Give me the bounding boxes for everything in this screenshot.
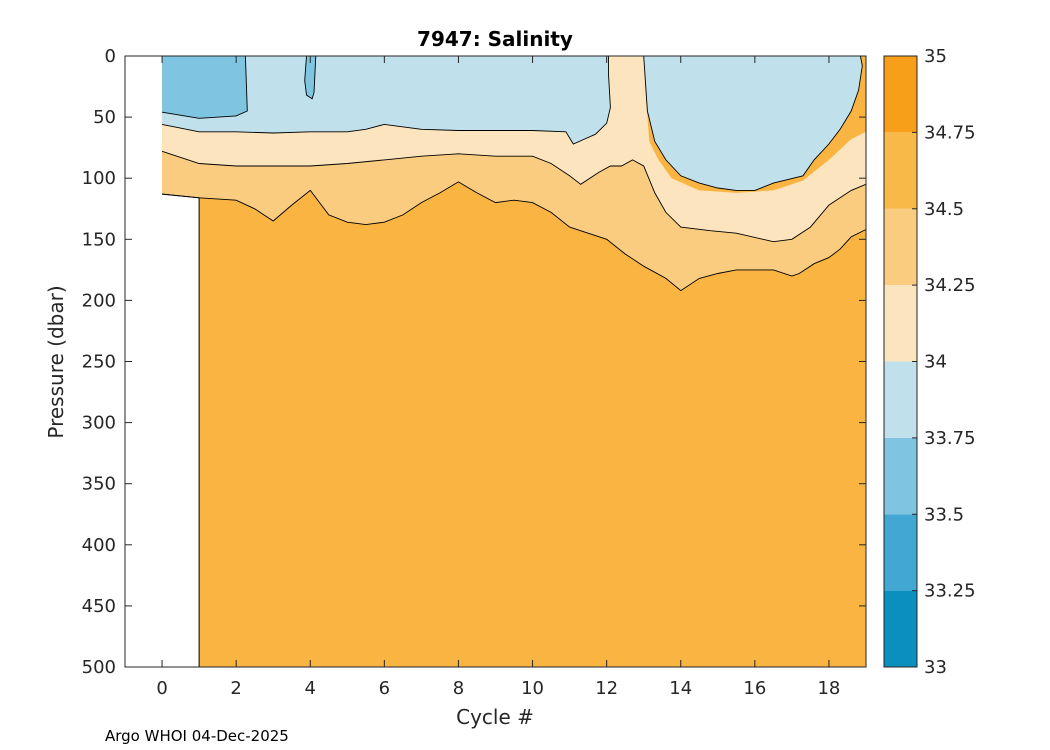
contour-line-33.75 [304, 55, 317, 100]
y-axis-label: Pressure (dbar) [44, 285, 68, 438]
x-tick-label: 14 [669, 678, 692, 699]
axes: 0 2 4 6 8 10 12 14 16 18 0 50 100 150 200 250 300 350 400 4… [82, 46, 867, 699]
y-tick-label: 400 [82, 535, 116, 556]
y-tick-label: 100 [82, 168, 116, 189]
colorbar-tick-label: 33.5 [924, 504, 964, 525]
colorbar-tick-label: 33.75 [924, 428, 976, 449]
x-tick-label: 8 [453, 678, 464, 699]
chart-title: 7947: Salinity [417, 27, 573, 51]
x-tick-label: 12 [595, 678, 618, 699]
colorbar-tick-label: 35 [924, 46, 947, 67]
contour-line-34.25 [161, 150, 867, 243]
colorbar-tick-label: 34.5 [924, 199, 964, 220]
colorbar-tick-label: 34.75 [924, 122, 976, 143]
colorbar-swatch-33.25 [884, 514, 917, 591]
x-tick-label: 18 [817, 678, 840, 699]
region-fresh-33.5-33.75-left [162, 56, 248, 119]
y-tick-label: 500 [82, 657, 116, 678]
x-tick-label: 0 [156, 678, 167, 699]
region-band-33.75-34-main [162, 56, 611, 144]
x-tick-label: 6 [379, 678, 390, 699]
colorbar-swatch-33.75 [884, 361, 917, 438]
y-tick-label: 200 [82, 290, 116, 311]
x-tick-label: 4 [305, 678, 316, 699]
region-fresh-33.5-33.75-spike [304, 56, 316, 99]
contour-line-33.75 [162, 55, 248, 119]
plot-area [125, 55, 867, 667]
colorbar-tick-label: 33 [924, 657, 947, 678]
colorbar-swatch-33 [884, 590, 917, 667]
x-tick-label: 16 [743, 678, 766, 699]
y-tick-label: 350 [82, 474, 116, 495]
colorbar-tick-label: 34.25 [924, 275, 976, 296]
colorbar-tick-label: 33.25 [924, 581, 976, 602]
colorbar-swatch-34.25 [884, 208, 917, 286]
region-band-33.75-34-right [643, 56, 863, 191]
colorbar-tick-label: 34 [924, 352, 947, 373]
region-band-34.25-34.5 [162, 151, 867, 291]
colorbar-swatch-33.5 [884, 437, 917, 515]
x-tick-label: 10 [521, 678, 544, 699]
colorbar-swatch-34 [884, 285, 917, 362]
colorbar-swatch-34.75 [884, 56, 917, 133]
y-tick-label: 50 [93, 107, 116, 128]
contour-line-34 [162, 56, 611, 145]
contour-line-34 [643, 55, 863, 191]
y-tick-label: 150 [82, 229, 116, 250]
contour-line-34.5 [162, 181, 867, 292]
footer-credit: Argo WHOI 04-Dec-2025 [105, 727, 289, 745]
y-tick-label: 250 [82, 352, 116, 373]
y-tick-label: 300 [82, 413, 116, 434]
region-band-34-34.25 [162, 56, 867, 242]
colorbar-swatch-34.5 [884, 132, 917, 209]
x-tick-label: 2 [230, 678, 241, 699]
y-tick-label: 0 [105, 46, 116, 67]
colorbar: 33 33.25 33.5 33.75 34 34.25 34.5 34.75 35 [883, 46, 976, 678]
x-axis-label: Cycle # [456, 705, 534, 729]
y-tick-label: 450 [82, 596, 116, 617]
